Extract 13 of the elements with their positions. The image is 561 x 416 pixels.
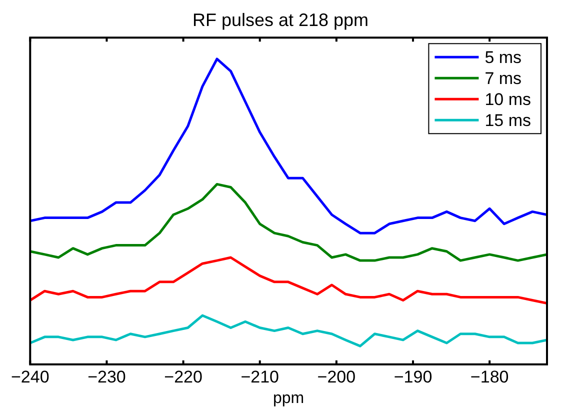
x-tick-label: −230 <box>88 367 126 386</box>
x-tick-label: −200 <box>317 367 356 386</box>
x-axis-title: ppm <box>273 390 304 407</box>
x-tick-label: −210 <box>240 367 280 386</box>
legend-label: 10 ms <box>484 90 532 109</box>
legend-label: 15 ms <box>484 110 532 130</box>
legend-label: 7 ms <box>484 68 522 88</box>
x-tick-label: −190 <box>394 367 432 386</box>
x-tick-label: −180 <box>470 367 509 386</box>
legend-label: 5 ms <box>484 48 522 67</box>
x-tick-label: −220 <box>164 367 202 386</box>
chart-title: RF pulses at 218 ppm <box>192 10 369 30</box>
x-tick-label: −240 <box>10 367 50 386</box>
